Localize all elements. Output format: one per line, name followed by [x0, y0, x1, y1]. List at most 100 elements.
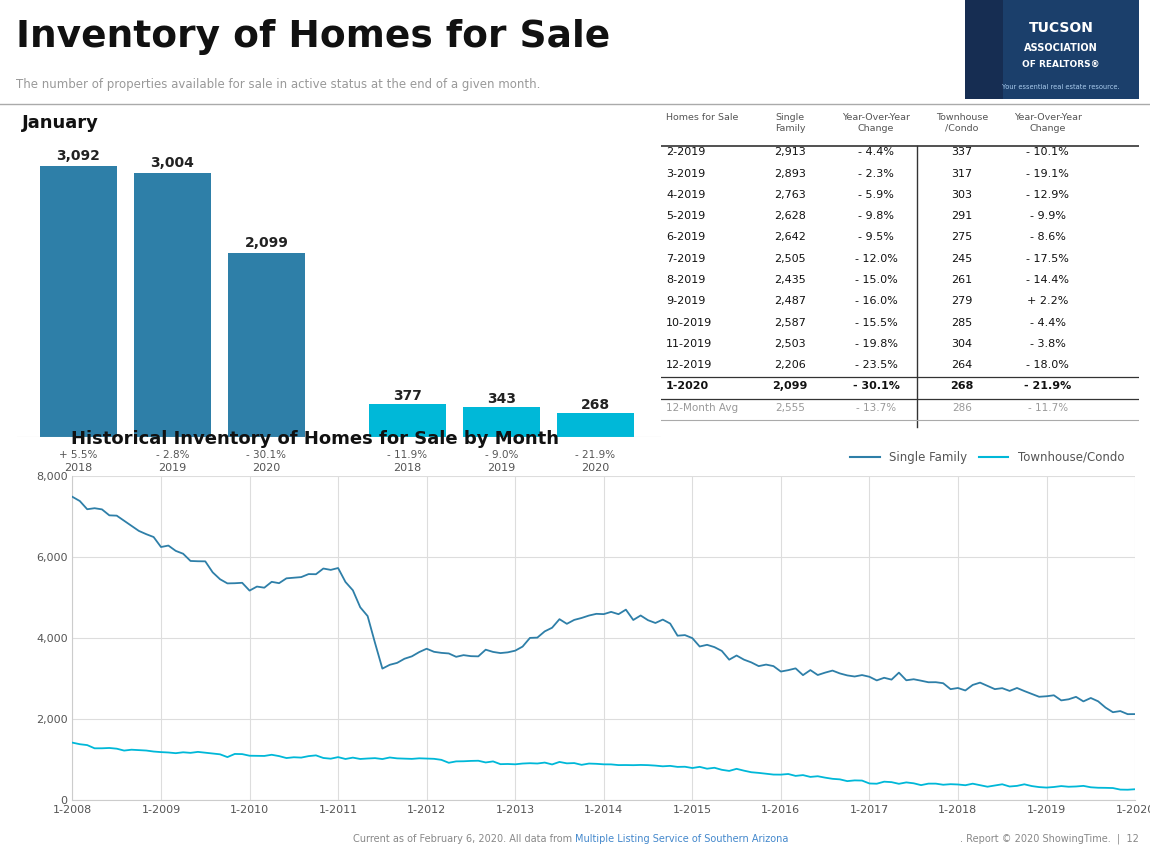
Text: 2020: 2020	[581, 463, 610, 472]
Text: - 9.9%: - 9.9%	[1029, 211, 1066, 221]
Text: 2,893: 2,893	[774, 169, 806, 179]
Text: 2,099: 2,099	[773, 381, 807, 391]
Text: 2,503: 2,503	[774, 339, 806, 349]
Text: Townhouse
/Condo: Townhouse /Condo	[936, 113, 988, 132]
Text: 2,555: 2,555	[775, 402, 805, 413]
Bar	[557, 413, 634, 437]
Bar	[965, 0, 1138, 99]
Text: 10-2019: 10-2019	[666, 317, 712, 328]
Text: 1-2020: 1-2020	[666, 381, 710, 391]
Text: 2,206: 2,206	[774, 360, 806, 370]
Text: Homes for Sale: Homes for Sale	[666, 113, 738, 122]
Text: 268: 268	[581, 399, 610, 413]
Legend: Single Family, Townhouse/Condo: Single Family, Townhouse/Condo	[845, 446, 1129, 469]
Text: 2,642: 2,642	[774, 233, 806, 242]
Text: - 9.8%: - 9.8%	[858, 211, 894, 221]
Text: 337: 337	[951, 148, 973, 157]
Bar	[228, 253, 305, 437]
Text: - 11.9%: - 11.9%	[388, 451, 428, 460]
Text: 377: 377	[393, 389, 422, 403]
Text: 303: 303	[951, 190, 973, 200]
Text: 285: 285	[951, 317, 973, 328]
Text: - 2.3%: - 2.3%	[858, 169, 894, 179]
Text: Your essential real estate resource.: Your essential real estate resource.	[1003, 84, 1120, 90]
Text: 12-Month Avg: 12-Month Avg	[666, 402, 738, 413]
Text: Historical Inventory of Homes for Sale by Month: Historical Inventory of Homes for Sale b…	[71, 430, 559, 448]
Text: The number of properties available for sale in active status at the end of a giv: The number of properties available for s…	[16, 78, 540, 91]
Text: - 21.9%: - 21.9%	[575, 451, 615, 460]
Text: 12-2019: 12-2019	[666, 360, 712, 370]
Text: - 11.7%: - 11.7%	[1028, 402, 1068, 413]
Text: . Report © 2020 ShowingTime.  |  12: . Report © 2020 ShowingTime. | 12	[960, 834, 1140, 844]
Text: - 4.4%: - 4.4%	[1029, 317, 1066, 328]
Bar	[965, 0, 1003, 99]
Text: Single
Family: Single Family	[775, 113, 805, 132]
Text: 275: 275	[951, 233, 973, 242]
Text: - 13.7%: - 13.7%	[856, 402, 896, 413]
Text: - 4.4%: - 4.4%	[858, 148, 894, 157]
Bar	[463, 407, 540, 437]
Text: - 12.9%: - 12.9%	[1026, 190, 1070, 200]
Text: - 18.0%: - 18.0%	[1027, 360, 1070, 370]
Text: 2020: 2020	[252, 463, 281, 472]
Text: - 15.5%: - 15.5%	[854, 317, 897, 328]
Text: - 23.5%: - 23.5%	[854, 360, 897, 370]
Text: Townhouse/Condo: Townhouse/Condo	[442, 477, 561, 490]
Text: 5-2019: 5-2019	[666, 211, 705, 221]
Text: 11-2019: 11-2019	[666, 339, 712, 349]
Text: 304: 304	[951, 339, 973, 349]
Text: 2018: 2018	[393, 463, 422, 472]
Text: 2019: 2019	[488, 463, 515, 472]
Text: 343: 343	[486, 392, 516, 406]
Text: Inventory of Homes for Sale: Inventory of Homes for Sale	[16, 19, 610, 54]
Text: 3-2019: 3-2019	[666, 169, 705, 179]
Text: 2,435: 2,435	[774, 275, 806, 285]
Text: 2,099: 2,099	[245, 236, 289, 250]
Text: 261: 261	[951, 275, 973, 285]
Text: - 9.5%: - 9.5%	[858, 233, 894, 242]
Text: - 17.5%: - 17.5%	[1027, 253, 1070, 264]
Text: OF REALTORS®: OF REALTORS®	[1022, 61, 1101, 69]
Text: - 3.8%: - 3.8%	[1030, 339, 1066, 349]
Bar	[133, 174, 210, 437]
Text: 4-2019: 4-2019	[666, 190, 705, 200]
Text: 2,913: 2,913	[774, 148, 806, 157]
Text: 2,587: 2,587	[774, 317, 806, 328]
Text: 264: 264	[951, 360, 973, 370]
Text: - 10.1%: - 10.1%	[1027, 148, 1070, 157]
Text: - 30.1%: - 30.1%	[246, 451, 286, 460]
Text: 291: 291	[951, 211, 973, 221]
Text: - 19.1%: - 19.1%	[1027, 169, 1070, 179]
Text: TUCSON: TUCSON	[1029, 21, 1094, 35]
Text: 2018: 2018	[64, 463, 92, 472]
Text: ASSOCIATION: ASSOCIATION	[1025, 42, 1098, 53]
Text: Multiple Listing Service of Southern Arizona: Multiple Listing Service of Southern Ari…	[575, 834, 789, 844]
Text: + 2.2%: + 2.2%	[1027, 296, 1068, 306]
Text: Year-Over-Year
Change: Year-Over-Year Change	[1014, 113, 1082, 132]
Text: 2,487: 2,487	[774, 296, 806, 306]
Text: - 5.9%: - 5.9%	[858, 190, 894, 200]
Text: 8-2019: 8-2019	[666, 275, 705, 285]
Text: - 14.4%: - 14.4%	[1026, 275, 1070, 285]
Text: 245: 245	[951, 253, 973, 264]
Text: - 8.6%: - 8.6%	[1030, 233, 1066, 242]
Text: Current as of February 6, 2020. All data from: Current as of February 6, 2020. All data…	[353, 834, 575, 844]
Text: 317: 317	[951, 169, 973, 179]
Text: 2,763: 2,763	[774, 190, 806, 200]
Text: 279: 279	[951, 296, 973, 306]
Bar	[40, 166, 117, 437]
Text: - 9.0%: - 9.0%	[485, 451, 519, 460]
Text: - 2.8%: - 2.8%	[155, 451, 189, 460]
Text: 2,628: 2,628	[774, 211, 806, 221]
Bar	[369, 404, 446, 437]
Text: - 19.8%: - 19.8%	[854, 339, 897, 349]
Text: 2,505: 2,505	[774, 253, 806, 264]
Text: 2019: 2019	[159, 463, 186, 472]
Text: 3,092: 3,092	[56, 149, 100, 163]
Text: 268: 268	[950, 381, 974, 391]
Text: Year-Over-Year
Change: Year-Over-Year Change	[842, 113, 910, 132]
Text: - 15.0%: - 15.0%	[854, 275, 897, 285]
Text: + 5.5%: + 5.5%	[59, 451, 98, 460]
Text: January: January	[22, 114, 99, 132]
Text: - 16.0%: - 16.0%	[854, 296, 897, 306]
